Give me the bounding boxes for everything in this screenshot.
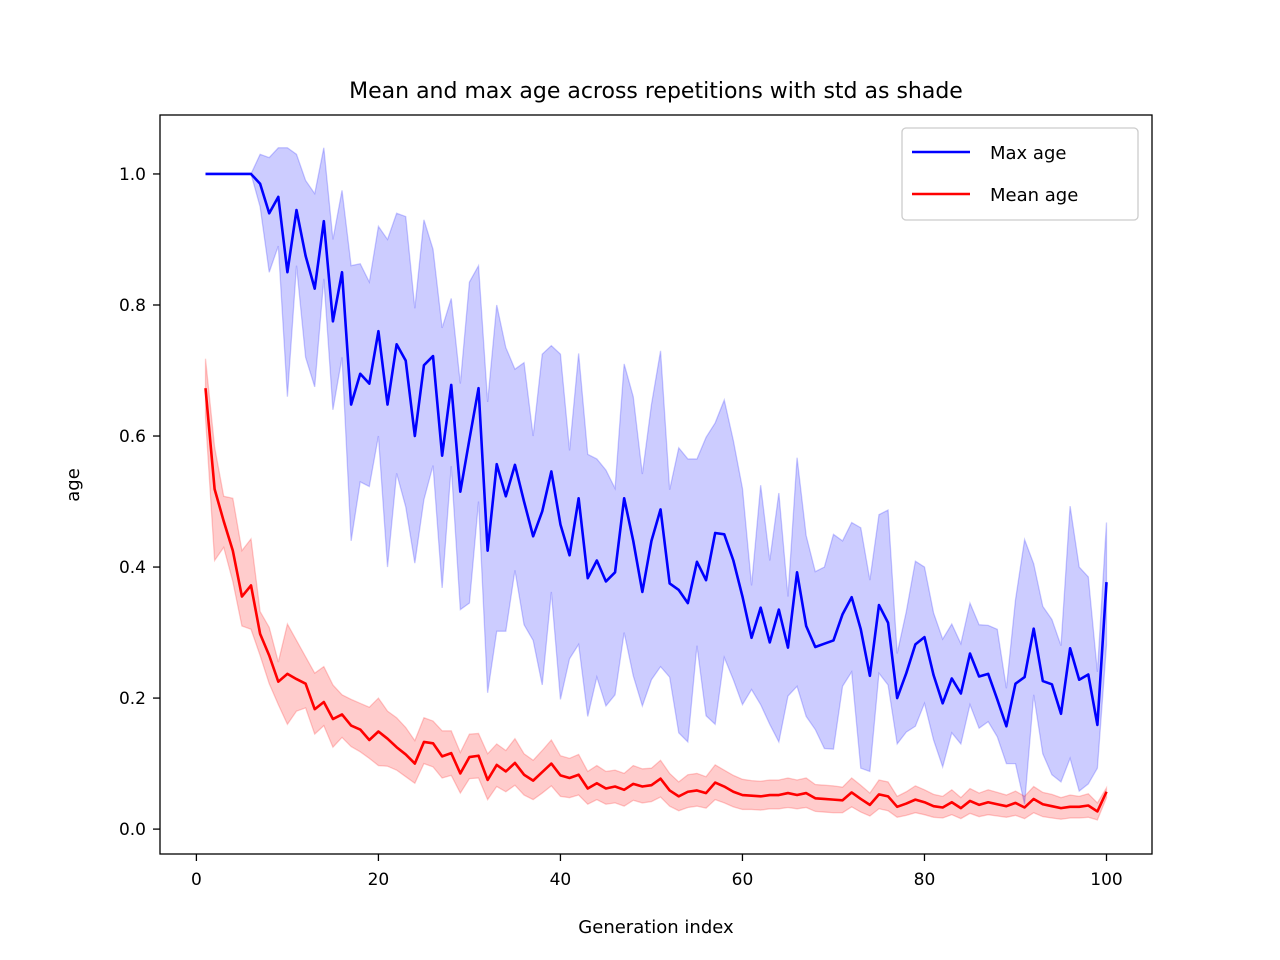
x-tick-label: 20 xyxy=(368,870,390,890)
y-tick-label: 0.6 xyxy=(119,427,146,447)
y-tick-label: 0.8 xyxy=(119,296,146,316)
y-tick-label: 0.0 xyxy=(119,820,146,840)
x-axis-label: Generation index xyxy=(578,917,734,938)
y-axis-ticks: 0.0 0.2 0.4 0.6 0.8 1.0 xyxy=(119,165,160,840)
legend-box xyxy=(901,127,1139,221)
y-tick-label: 1.0 xyxy=(119,165,146,185)
x-axis-ticks: 0 20 40 60 80 100 xyxy=(191,854,1123,890)
legend: Max age Mean age xyxy=(901,127,1139,221)
x-tick-label: 0 xyxy=(191,870,202,890)
x-tick-label: 80 xyxy=(914,870,936,890)
series-lines xyxy=(204,172,1108,813)
x-tick-label: 60 xyxy=(732,870,754,890)
series-line-max-age xyxy=(205,172,1108,728)
series-line-mean-age xyxy=(204,388,1108,813)
y-tick-label: 0.4 xyxy=(119,558,146,578)
plot-frame xyxy=(159,114,1153,855)
legend-label-mean-age: Mean age xyxy=(990,185,1078,206)
plot-area xyxy=(204,147,1108,821)
std-shades xyxy=(204,147,1108,821)
chart-title: Mean and max age across repetitions with… xyxy=(349,79,963,104)
x-tick-label: 100 xyxy=(1090,870,1122,890)
std-shade-mean-age xyxy=(204,358,1108,821)
x-tick-label: 40 xyxy=(550,870,572,890)
legend-label-max-age: Max age xyxy=(990,143,1066,164)
y-tick-label: 0.2 xyxy=(119,689,146,709)
y-axis-label: age xyxy=(63,468,84,502)
